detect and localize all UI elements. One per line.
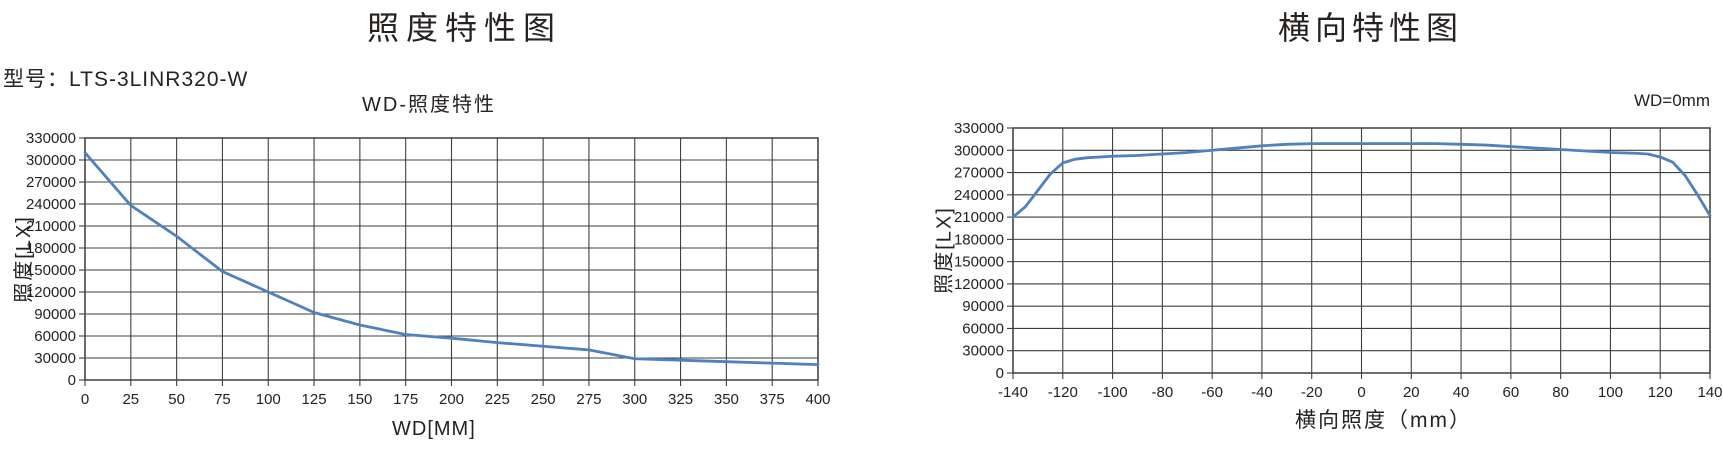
lateral-characteristic-plot: 0 30000 60000 90000 120000 150000 180000 210000… (954, 120, 1723, 401)
x-tick-label: 25 (122, 391, 139, 408)
x-tick-label: 375 (760, 391, 785, 408)
y-tick-label: 180000 (26, 240, 76, 257)
y-tick-label: 0 (996, 365, 1004, 382)
x-tick-label: 75 (214, 391, 231, 408)
wd-distance-annotation: WD=0mm (1633, 91, 1710, 110)
y-tick-label: 330000 (26, 130, 76, 147)
y-tick-label: 120000 (954, 276, 1004, 293)
x-tick-label: -20 (1301, 384, 1323, 401)
x-tick-label: 150 (347, 391, 372, 408)
y-tick-label: 330000 (954, 120, 1004, 137)
x-tick-label: 175 (393, 391, 418, 408)
data-series-line (1011, 142, 1712, 219)
x-tick-label: 100 (256, 391, 281, 408)
y-tick-label: 270000 (954, 165, 1004, 182)
wd-chart-x-axis-title: WD[MM] (392, 418, 476, 440)
y-tick-label: 150000 (954, 254, 1004, 271)
plot-border (1012, 127, 1711, 374)
x-tick-label: 60 (1503, 384, 1520, 401)
x-tick-label: -100 (1098, 384, 1128, 401)
x-tick-label: 20 (1403, 384, 1420, 401)
y-tick-label: 300000 (26, 152, 76, 169)
plot-border (84, 137, 819, 381)
y-tick-label: 90000 (34, 306, 76, 323)
y-tick-label: 300000 (954, 142, 1004, 159)
x-tick-label: 50 (168, 391, 185, 408)
y-tick-label: 60000 (34, 328, 76, 345)
x-tick-label: 40 (1453, 384, 1470, 401)
x-tick-label: 200 (439, 391, 464, 408)
y-tick-label: 90000 (962, 298, 1004, 315)
x-tick-label: -140 (998, 384, 1028, 401)
x-tick-label: 250 (531, 391, 556, 408)
y-tick-label: 150000 (26, 262, 76, 279)
lateral-chart-x-axis-title: 横向照度（mm） (1295, 409, 1472, 432)
x-tick-label: 300 (622, 391, 647, 408)
y-tick-label: 240000 (954, 187, 1004, 204)
y-tick-label: 30000 (34, 350, 76, 367)
x-tick-label: 325 (668, 391, 693, 408)
x-tick-label: -120 (1048, 384, 1078, 401)
y-tick-label: 210000 (26, 218, 76, 235)
x-tick-label: 80 (1552, 384, 1569, 401)
x-tick-label: 0 (81, 391, 89, 408)
data-series-line (83, 151, 820, 367)
illuminance-section-title: 照度特性图 (367, 10, 563, 46)
wd-illuminance-plot: 0 30000 60000 90000 120000 150000 180000 210000… (26, 130, 831, 408)
x-tick-label: -80 (1152, 384, 1174, 401)
model-number-label: 型号：LTS-3LINR320-W (3, 68, 249, 91)
y-tick-label: 270000 (26, 174, 76, 191)
y-tick-label: 210000 (954, 209, 1004, 226)
x-tick-label: 100 (1598, 384, 1623, 401)
x-tick-label: 275 (576, 391, 601, 408)
y-tick-label: 180000 (954, 231, 1004, 248)
x-tick-label: 350 (714, 391, 739, 408)
wd-chart-subtitle: WD-照度特性 (362, 94, 496, 116)
x-tick-label: 400 (805, 391, 830, 408)
x-tick-label: 0 (1357, 384, 1365, 401)
x-tick-label: -40 (1251, 384, 1273, 401)
x-tick-label: 225 (485, 391, 510, 408)
x-tick-label: 140 (1697, 384, 1722, 401)
x-tick-label: 120 (1648, 384, 1673, 401)
y-tick-label: 240000 (26, 196, 76, 213)
lateral-section-title: 横向特性图 (1278, 10, 1464, 46)
y-tick-label: 0 (68, 372, 76, 389)
y-tick-label: 120000 (26, 284, 76, 301)
y-tick-label: 30000 (962, 343, 1004, 360)
y-tick-label: 60000 (962, 320, 1004, 337)
x-tick-label: 125 (302, 391, 327, 408)
x-tick-label: -60 (1201, 384, 1223, 401)
